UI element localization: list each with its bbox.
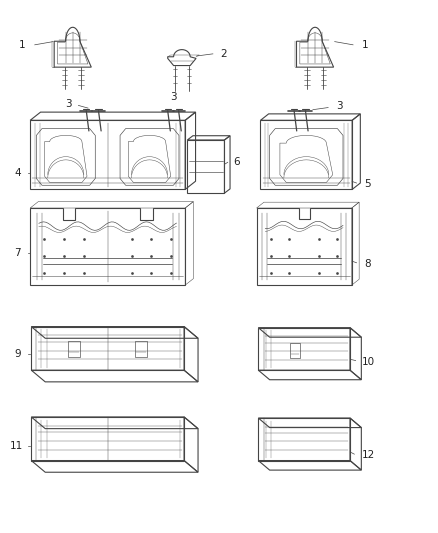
Text: 10: 10 — [362, 357, 375, 367]
Text: 8: 8 — [364, 259, 371, 269]
Text: 5: 5 — [364, 179, 371, 189]
Text: 11: 11 — [9, 441, 23, 451]
Text: 3: 3 — [336, 101, 343, 111]
Text: 6: 6 — [233, 157, 240, 167]
Text: 1: 1 — [362, 40, 369, 50]
Text: 4: 4 — [15, 168, 21, 179]
Text: 3: 3 — [170, 92, 177, 102]
Text: 2: 2 — [220, 49, 227, 59]
Text: 3: 3 — [65, 99, 72, 109]
Text: 12: 12 — [362, 450, 375, 460]
Text: 9: 9 — [14, 349, 21, 359]
Text: 7: 7 — [14, 248, 21, 258]
Text: 1: 1 — [19, 40, 26, 50]
